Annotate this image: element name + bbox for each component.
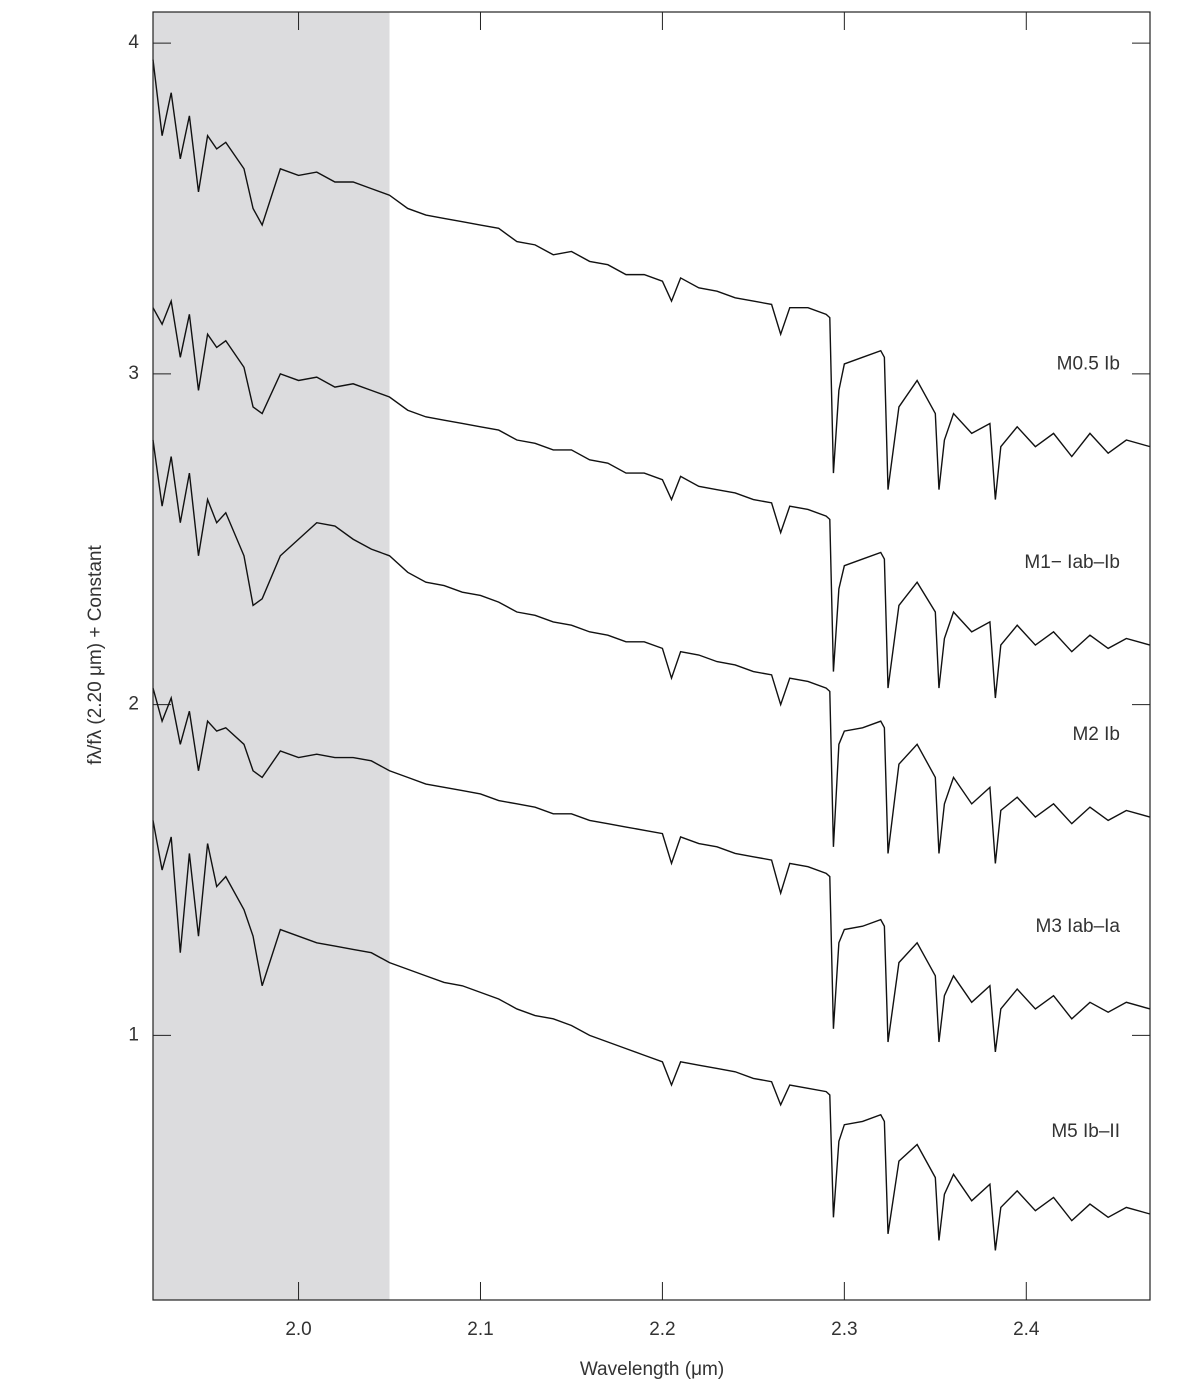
x-tick-label: 2.0 <box>285 1319 311 1340</box>
x-axis-label: Wavelength (μm) <box>580 1359 724 1380</box>
spectrum-line <box>152 59 1151 500</box>
series-label: M1− Iab–Ib <box>1024 552 1120 573</box>
y-tick-label: 4 <box>128 32 139 53</box>
x-tick-label: 2.2 <box>649 1319 675 1340</box>
x-tick-label: 2.3 <box>831 1319 857 1340</box>
series-label: M0.5 Ib <box>1057 354 1120 375</box>
x-tick-label: 2.4 <box>1013 1319 1040 1340</box>
spectrum-line <box>152 439 1151 864</box>
x-tick-label: 2.1 <box>467 1319 493 1340</box>
series-label: M3 Iab–Ia <box>1036 916 1121 937</box>
spectrum-line <box>152 687 1151 1053</box>
spectrum-line <box>152 820 1151 1251</box>
y-tick-label: 2 <box>128 694 139 715</box>
series-label: M2 Ib <box>1072 724 1120 745</box>
shaded-region <box>153 12 390 1300</box>
spectrum-line <box>152 298 1151 699</box>
y-tick-label: 3 <box>128 363 139 384</box>
y-tick-label: 1 <box>128 1024 139 1045</box>
plot-frame <box>152 11 1151 1301</box>
y-axis-label: fλ/fλ (2.20 μm) + Constant <box>85 545 106 765</box>
series-label: M5 Ib–II <box>1051 1121 1120 1142</box>
